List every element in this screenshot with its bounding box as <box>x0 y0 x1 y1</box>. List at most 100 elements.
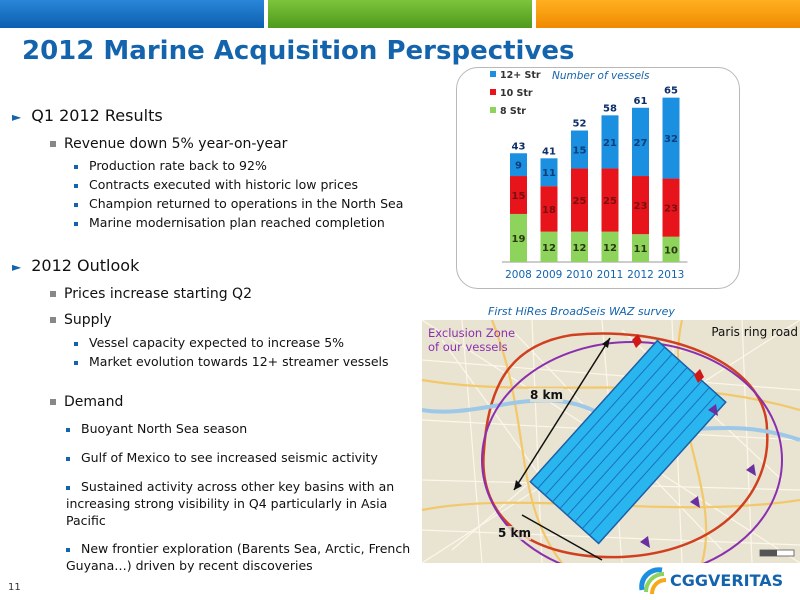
bar-value-label: 15 <box>573 145 587 156</box>
bar-segment <box>510 213 527 262</box>
bar-value-label: 12 <box>542 243 556 254</box>
bar-total-label: 43 <box>512 141 526 152</box>
square-bullet-icon <box>74 183 78 188</box>
legend-label: 8 Str <box>500 106 526 117</box>
bar-value-label: 23 <box>634 201 648 212</box>
logo-text: CGGVERITAS <box>670 571 784 590</box>
x-tick-label: 2010 <box>566 269 593 281</box>
legend-label: 10 Str <box>500 88 533 99</box>
square-bullet-icon <box>66 547 70 552</box>
bar-total-label: 41 <box>542 146 556 157</box>
legend-swatch <box>490 71 496 77</box>
demand-subitem: Gulf of Mexico to see increased seismic … <box>66 449 416 466</box>
q1-subitem: Marine modernisation plan reached comple… <box>74 215 385 230</box>
bar-value-label: 25 <box>573 196 587 207</box>
bar-value-label: 10 <box>664 245 678 256</box>
bar-value-label: 9 <box>515 161 522 172</box>
vessel-marker-icon <box>708 404 718 416</box>
map-scale-bar <box>759 549 795 557</box>
legend-swatch <box>490 89 496 95</box>
bar-value-label: 32 <box>664 134 678 145</box>
x-tick-label: 2012 <box>627 269 654 281</box>
bar-value-label: 11 <box>634 244 648 255</box>
dimension-label-8km: 8 km <box>530 388 564 402</box>
exclusion-zone-circle <box>481 341 783 563</box>
paris-ring-road <box>482 332 769 559</box>
demand-subitem-text: Buoyant North Sea season <box>81 421 248 436</box>
bar-segment <box>632 107 649 177</box>
page-number: 11 <box>8 582 21 593</box>
survey-caption: First HiRes BroadSeis WAZ survey <box>488 305 675 318</box>
company-logo: CGGVERITAS <box>636 564 796 598</box>
top-color-bar <box>0 0 800 28</box>
supply-text: Supply <box>64 312 112 328</box>
x-tick-label: 2013 <box>658 269 685 281</box>
legend-swatch <box>490 107 496 113</box>
top-bar-orange <box>536 0 800 28</box>
bar-total-label: 58 <box>603 103 617 114</box>
vessel-stacked-bar-chart: Number of vessels 12+ Str 10 Str 8 Str 19 15 9… <box>490 70 688 281</box>
bar-segment <box>571 130 588 169</box>
x-tick-label: 2009 <box>536 269 563 281</box>
vessel-marker-icon <box>690 496 700 508</box>
bar-segment <box>571 231 588 262</box>
square-bullet-icon <box>50 141 56 147</box>
x-tick-label: 2008 <box>505 269 532 281</box>
q1-subitem-text: Contracts executed with historic low pri… <box>89 177 359 192</box>
bar-value-label: 11 <box>542 168 556 179</box>
slide-title: 2012 Marine Acquisition Perspectives <box>22 36 575 66</box>
legend-label: 12+ Str <box>500 70 541 81</box>
chart-title: Number of vessels <box>552 70 650 82</box>
square-bullet-icon <box>74 164 78 169</box>
bar-segment <box>632 234 649 262</box>
q1-subitem-text: Marine modernisation plan reached comple… <box>89 215 385 230</box>
square-bullet-icon <box>74 341 78 346</box>
supply-subitem: Market evolution towards 12+ streamer ve… <box>74 354 389 369</box>
q1-heading: ► Q1 2012 Results <box>12 106 163 125</box>
bar-segment <box>601 231 619 262</box>
supply-subitem: Vessel capacity expected to increase 5% <box>74 335 344 350</box>
bar-segment <box>662 178 680 237</box>
vessel-marker-icon <box>640 536 650 548</box>
bar-segment <box>601 115 619 169</box>
supply-item: Supply <box>50 312 112 328</box>
demand-subitem-text: New frontier exploration (Barents Sea, A… <box>66 541 411 573</box>
vessel-marker-icon <box>632 334 642 348</box>
logo-mark-icon <box>639 567 667 595</box>
bar-segment <box>540 158 558 187</box>
revenue-text: Revenue down 5% year-on-year <box>64 136 288 152</box>
outlook-heading-text: 2012 Outlook <box>31 256 140 275</box>
q1-subitem-text: Champion returned to operations in the N… <box>89 196 404 211</box>
supply-subitem-text: Market evolution towards 12+ streamer ve… <box>89 354 389 369</box>
paris-ring-road-label: Paris ring road <box>711 325 798 339</box>
bar-segment <box>510 176 527 214</box>
q1-heading-text: Q1 2012 Results <box>31 106 163 125</box>
bar-value-label: 27 <box>634 138 648 149</box>
bar-segment <box>540 186 558 232</box>
square-bullet-icon <box>66 456 70 461</box>
square-bullet-icon <box>74 202 78 207</box>
top-bar-blue <box>0 0 264 28</box>
bar-value-label: 23 <box>664 204 678 215</box>
demand-text: Demand <box>64 394 124 410</box>
square-bullet-icon <box>50 317 56 323</box>
demand-subitem: Sustained activity across other key basi… <box>66 478 416 529</box>
vessel-marker-icon <box>694 369 704 383</box>
bar-value-label: 12 <box>573 243 587 254</box>
q1-subitem: Production rate back to 92% <box>74 158 267 173</box>
arrow-head-icon <box>602 338 610 348</box>
q1-subitem: Champion returned to operations in the N… <box>74 196 403 211</box>
bar-value-label: 19 <box>512 234 526 245</box>
dimension-label-5km: 5 km <box>498 526 532 540</box>
demand-item: Demand <box>50 394 123 410</box>
demand-subitem: Buoyant North Sea season <box>66 420 416 437</box>
triangle-bullet-icon: ► <box>12 260 22 274</box>
bar-segment <box>632 176 649 235</box>
demand-subitem-text: Sustained activity across other key basi… <box>66 479 395 528</box>
square-bullet-icon <box>66 427 70 432</box>
demand-subitem: New frontier exploration (Barents Sea, A… <box>66 540 416 574</box>
bar-segment <box>662 97 680 179</box>
supply-subitem-text: Vessel capacity expected to increase 5% <box>89 335 345 350</box>
square-bullet-icon <box>50 399 56 405</box>
map-graphic <box>422 320 800 563</box>
